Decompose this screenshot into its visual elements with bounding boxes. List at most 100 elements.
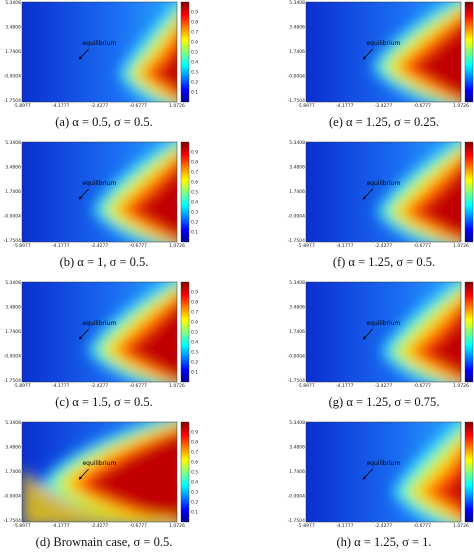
x-tick-label: 1.0726 (453, 523, 469, 529)
colorbar-tick-label: 0.4 (191, 60, 198, 66)
y-tick-label: 1.7406 (5, 329, 21, 335)
colorbar-tick-label: 0.6 (191, 40, 198, 46)
heat-layers (22, 422, 177, 522)
colorbar (464, 1, 474, 103)
x-tick-label: -2.4277 (375, 523, 393, 529)
y-tick-label: 1.7406 (289, 189, 305, 195)
panel: equilibrium -5.8977 -4.1777 -2.4277 -0.6777 1… (288, 420, 474, 549)
colorbar-tick-label: 0.8 (191, 300, 198, 306)
colorbar-tick-label: 0.8 (191, 440, 198, 446)
plot-frame (305, 281, 462, 383)
colorbar-tick-label: 0.7 (191, 450, 198, 456)
y-tick-label: 1.7406 (5, 49, 21, 55)
y-tick-label: 5.3408 (289, 0, 305, 6)
annotation: equilibrium (366, 460, 400, 467)
annotation-arrow (78, 188, 89, 200)
y-tick-label: 1.7406 (5, 469, 21, 475)
x-tick-label: -2.4277 (91, 103, 109, 109)
x-tick-label: 1.0726 (169, 103, 185, 109)
heatmap (22, 422, 177, 522)
colorbar-tick-label: 0.4 (191, 480, 198, 486)
colorbar-tick-label: 0.7 (191, 310, 198, 316)
x-tick-label: -5.8977 (297, 243, 315, 249)
colorbar-tick-label: 0.3 (191, 490, 198, 496)
colorbar (464, 421, 474, 523)
colorbar-tick-label: 0.1 (191, 510, 198, 516)
panel: equilibrium -5.8977 -4.1777 -2.4277 -0.6777 1… (4, 0, 199, 129)
x-tick-label: 1.0726 (453, 383, 469, 389)
x-tick-label: 1.0726 (453, 103, 469, 109)
x-tick-label: -0.6777 (414, 243, 432, 249)
y-tick-label: 3.4806 (289, 445, 305, 451)
panel: equilibrium -5.8977 -4.1777 -2.4277 -0.6777 1… (288, 280, 474, 409)
panel: equilibrium -5.8977 -4.1777 -2.4277 -0.6777 1… (288, 0, 474, 129)
annotation: equilibrium (366, 40, 400, 47)
y-tick-label: 3.4806 (5, 25, 21, 31)
y-tick-label: -1.7504 (4, 378, 22, 384)
colorbar-tick-label: 0.2 (191, 500, 198, 506)
colorbar-tick-label: 0.1 (191, 230, 198, 236)
plot-frame (21, 1, 178, 103)
colorbar-tick-label: 0.2 (191, 220, 198, 226)
annotation-arrow (362, 468, 373, 480)
annotation: equilibrium (82, 40, 116, 47)
x-tick-label: -5.8977 (13, 103, 31, 109)
heat-layers (118, 2, 177, 102)
colorbar-tick-label: 0.5 (191, 50, 198, 56)
colorbar-tick-label: 0.2 (191, 360, 198, 366)
panel: equilibrium -5.8977 -4.1777 -2.4277 -0.6777 1… (4, 140, 199, 269)
panel: equilibrium -5.8977 -4.1777 -2.4277 -0.6777 1… (4, 420, 199, 549)
caption: (b) α = 1, σ = 0.5. (60, 255, 149, 269)
x-tick-label: -2.4277 (91, 523, 109, 529)
colorbar-tick-label: 0.1 (191, 370, 198, 376)
heatmap (306, 422, 461, 522)
y-tick-label: -0.0004 (4, 214, 22, 220)
x-tick-label: 1.0726 (169, 383, 185, 389)
y-tick-label: -1.7504 (4, 518, 22, 524)
annotation-arrow (362, 188, 373, 200)
heat-band (133, 169, 177, 238)
x-tick-label: -4.1777 (336, 523, 354, 529)
x-tick-label: -0.6777 (130, 243, 148, 249)
y-tick-label: -0.0004 (288, 74, 306, 80)
x-tick-label: -0.6777 (414, 103, 432, 109)
x-tick-label: -4.1777 (52, 523, 70, 529)
x-tick-label: -0.6777 (414, 383, 432, 389)
colorbar (180, 141, 190, 243)
heat-band (423, 451, 461, 518)
caption: (d) Brownain case, σ = 0.5. (36, 535, 173, 549)
y-tick-label: -0.0004 (4, 354, 22, 360)
colorbar (464, 141, 474, 243)
colorbar (180, 421, 190, 523)
y-tick-label: 1.7406 (5, 189, 21, 195)
colorbar (180, 281, 190, 383)
x-tick-label: -0.6777 (130, 383, 148, 389)
colorbar-tick-label: 0.3 (191, 210, 198, 216)
y-tick-label: 1.7406 (289, 49, 305, 55)
caption: (f) α = 1.25, σ = 0.5. (333, 255, 435, 269)
colorbar-tick-label: 0.6 (191, 320, 198, 326)
x-tick-label: -4.1777 (336, 103, 354, 109)
caption: (g) α = 1.25, σ = 0.75. (329, 395, 440, 409)
panel: equilibrium -5.8977 -4.1777 -2.4277 -0.6777 1… (288, 140, 474, 269)
annotation: equilibrium (366, 320, 400, 327)
heat-band (417, 169, 461, 239)
x-tick-label: -5.8977 (297, 383, 315, 389)
heatmap (22, 2, 177, 102)
y-tick-label: -1.7504 (288, 98, 306, 104)
y-tick-label: 5.3408 (5, 280, 21, 286)
plot-frame (305, 1, 462, 103)
x-tick-label: 1.0726 (169, 243, 185, 249)
y-tick-label: 3.4806 (5, 165, 21, 171)
colorbar-tick-label: 0.1 (191, 90, 198, 96)
plot-frame (21, 421, 178, 523)
colorbar-tick-label: 0.9 (191, 10, 198, 16)
annotation: equilibrium (82, 460, 116, 467)
x-tick-label: -4.1777 (52, 383, 70, 389)
heatmap (306, 142, 461, 242)
x-tick-label: -2.4277 (375, 103, 393, 109)
heat-band (128, 306, 177, 380)
y-tick-label: 5.3408 (289, 280, 305, 286)
y-tick-label: -0.0004 (4, 494, 22, 500)
colorbar-tick-label: 0.3 (191, 70, 198, 76)
